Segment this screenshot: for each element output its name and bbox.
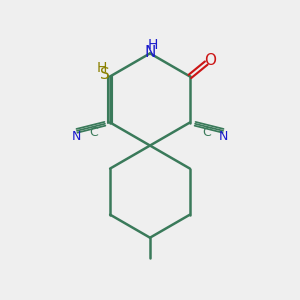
Text: N: N bbox=[218, 130, 228, 143]
Text: O: O bbox=[204, 52, 216, 68]
Text: N: N bbox=[145, 45, 156, 60]
Text: S: S bbox=[100, 68, 110, 82]
Text: N: N bbox=[72, 130, 82, 143]
Text: C: C bbox=[202, 126, 211, 139]
Text: H: H bbox=[97, 61, 107, 74]
Text: C: C bbox=[89, 126, 98, 139]
Text: H: H bbox=[148, 38, 158, 52]
